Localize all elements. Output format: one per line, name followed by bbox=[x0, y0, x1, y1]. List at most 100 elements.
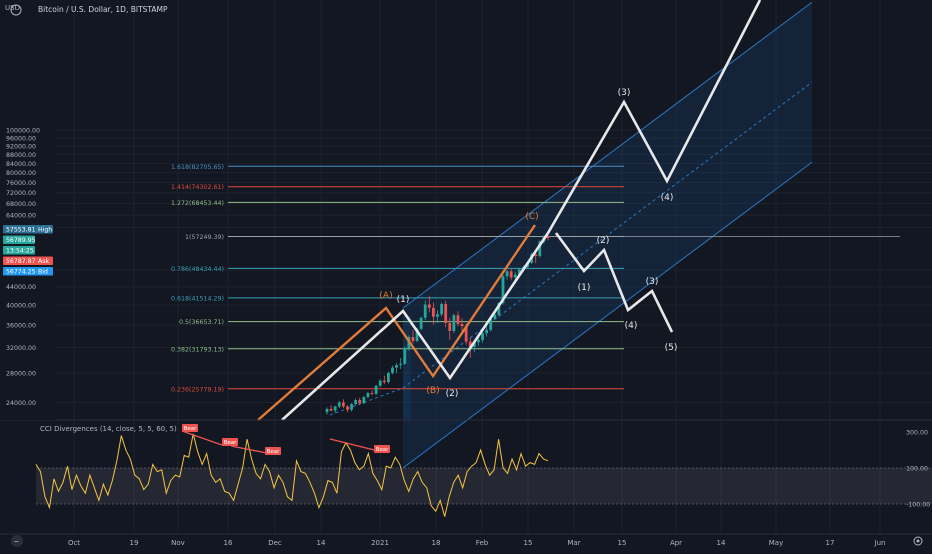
candle-body bbox=[333, 406, 337, 411]
wave-labels: (A) (B) (C) (1) (2) (3) (4) (1) (2) (3) (4) (5) bbox=[379, 88, 677, 399]
candle-body bbox=[362, 396, 366, 404]
candle bbox=[374, 384, 378, 396]
candle-body bbox=[444, 303, 448, 323]
currency-label: USD bbox=[5, 4, 20, 12]
price-tick-label: 32000.00 bbox=[6, 345, 36, 352]
candle-body bbox=[337, 402, 341, 407]
candle bbox=[354, 398, 358, 406]
elliott-wave-lines[interactable] bbox=[257, 0, 762, 421]
fib-level[interactable]: 1.272(68453.44) bbox=[171, 200, 624, 207]
fib-level-label: 0.786(48434.44) bbox=[171, 266, 224, 273]
fibonacci-extension[interactable]: 1.618(82705.65) 1.414(74302.61) 1.272(6845… bbox=[171, 164, 900, 394]
candle bbox=[341, 399, 345, 409]
candle bbox=[378, 379, 382, 388]
cci-axis[interactable]: 300.00 100.00 -100.00 bbox=[906, 430, 930, 509]
price-tick-label: 24000.00 bbox=[6, 400, 36, 407]
candle-body bbox=[432, 307, 435, 317]
time-tick-label: Nov bbox=[171, 539, 185, 547]
fib-level-label: 1(57249.39) bbox=[185, 234, 224, 241]
price-tick-label: 76000.00 bbox=[6, 180, 36, 187]
price-tick-label: 40000.00 bbox=[6, 302, 36, 309]
wave-alt-white[interactable] bbox=[554, 232, 674, 333]
candle-body bbox=[382, 380, 386, 383]
wave-label-white: (4) bbox=[661, 193, 674, 203]
cci-tick-label: 100.00 bbox=[906, 466, 928, 473]
candle bbox=[452, 313, 456, 334]
candle-body bbox=[415, 328, 419, 342]
cci-band-fill bbox=[36, 468, 932, 504]
time-tick-label: 15 bbox=[618, 539, 627, 547]
time-tick-label: 15 bbox=[524, 539, 533, 547]
candle-body bbox=[477, 339, 480, 343]
channel-base bbox=[403, 316, 411, 420]
time-tick-label: 19 bbox=[130, 539, 139, 547]
settings-gear-icon[interactable] bbox=[913, 536, 923, 546]
fib-level[interactable]: 0.618(41514.29) bbox=[171, 295, 624, 302]
candle bbox=[546, 235, 550, 241]
channel-median-line[interactable] bbox=[402, 81, 813, 389]
candle bbox=[411, 329, 415, 344]
cci-tick-label: -100.00 bbox=[906, 502, 930, 509]
badge-bg bbox=[3, 246, 35, 255]
candle bbox=[362, 396, 366, 405]
bear-divergence-line bbox=[329, 438, 383, 453]
bear-signal-badge: Bear bbox=[374, 445, 390, 453]
candle-body bbox=[509, 271, 513, 278]
wave-label-orange: (B) bbox=[426, 386, 439, 396]
wave-label-white: (5) bbox=[665, 343, 678, 353]
price-tick-label: 80000.00 bbox=[6, 170, 36, 177]
candle bbox=[505, 269, 509, 280]
trend-channel[interactable] bbox=[329, 1, 813, 469]
fib-level[interactable]: 0.786(48434.44) bbox=[171, 266, 624, 273]
wave-label-white: (2) bbox=[597, 236, 610, 246]
price-badge: 56774.25 Bid bbox=[3, 267, 53, 276]
badge-value: 56789.95 bbox=[6, 237, 36, 244]
fib-level-label: 0.5(36653.71) bbox=[179, 319, 224, 326]
candle-body bbox=[346, 406, 349, 410]
time-axis[interactable]: Oct 19 Nov 16 Dec 14 2021 18 Feb 15 Mar 15 Apr 14 May 1… bbox=[68, 539, 886, 547]
time-tick-label: Feb bbox=[476, 539, 489, 547]
price-tick-label: 100000.00 bbox=[6, 128, 40, 135]
cci-title: CCI Divergences (14, close, 5, 5, 60, 5) bbox=[40, 425, 177, 433]
candle-body bbox=[358, 400, 362, 404]
symbol-toggle-icon[interactable] bbox=[10, 4, 22, 16]
badge-bg bbox=[3, 256, 53, 265]
candle bbox=[370, 390, 374, 396]
price-tick-label: 68000.00 bbox=[6, 201, 36, 208]
time-tick-label: May bbox=[769, 539, 783, 547]
price-badge: 57553.81 High bbox=[3, 225, 53, 234]
candle-body bbox=[456, 315, 460, 324]
price-tick-label: 84000.00 bbox=[6, 161, 36, 168]
fib-level[interactable]: 0.5(36653.71) bbox=[179, 319, 624, 326]
candle-body bbox=[329, 408, 333, 411]
badge-bg bbox=[3, 267, 53, 276]
badge-value: 13:54:25 bbox=[6, 248, 34, 255]
candle bbox=[333, 405, 337, 414]
fib-level[interactable]: 0.382(31793.13) bbox=[171, 346, 624, 353]
candle bbox=[432, 302, 435, 325]
wave-impulse-white[interactable] bbox=[281, 0, 762, 421]
time-tick-label: 18 bbox=[432, 539, 441, 547]
channel-lower-line[interactable] bbox=[402, 161, 813, 469]
candle bbox=[427, 296, 431, 313]
svg-text:~: ~ bbox=[14, 538, 20, 546]
badge-value: 56787.87 bbox=[6, 258, 36, 265]
fib-level[interactable]: 1.414(74302.61) bbox=[171, 184, 624, 191]
channel-fill bbox=[403, 2, 812, 469]
cci-band bbox=[36, 467, 932, 505]
badge-tag: Ask bbox=[38, 258, 49, 265]
price-tick-label: 96000.00 bbox=[6, 135, 36, 142]
candle bbox=[366, 391, 370, 399]
candle bbox=[386, 371, 390, 384]
candle-body bbox=[481, 333, 484, 340]
candle bbox=[395, 363, 398, 374]
bear-signal-badge: Bear bbox=[265, 447, 281, 455]
wave-abc-orange[interactable] bbox=[257, 224, 536, 421]
bear-signal-badge: Bear bbox=[182, 424, 198, 432]
badge-value: 56774.25 bbox=[6, 269, 36, 276]
fib-level[interactable]: 1.618(82705.65) bbox=[171, 164, 624, 171]
chart-title: Bitcoin / U.S. Dollar, 1D, BITSTAMP bbox=[38, 5, 168, 14]
channel-upper-line[interactable] bbox=[402, 1, 813, 309]
fib-level-label: 0.382(31793.13) bbox=[171, 346, 224, 353]
time-tick-label: 14 bbox=[717, 539, 726, 547]
